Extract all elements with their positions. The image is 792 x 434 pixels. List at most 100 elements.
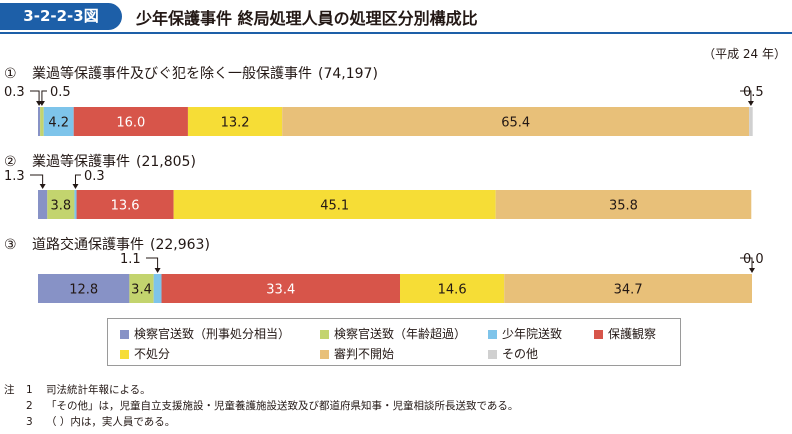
legend-swatch: [488, 330, 497, 339]
footnote-number: 3: [26, 416, 33, 428]
bar-segment: [504, 274, 752, 303]
header-rule: [0, 32, 792, 34]
bar-segment: [399, 274, 505, 303]
figure-title: 少年保護事件 終局処理人員の処理区分別構成比: [136, 9, 478, 28]
data-label: 13.6: [111, 199, 140, 214]
bar-segment: [749, 107, 753, 136]
bar-segment: [76, 190, 174, 219]
legend-swatch: [320, 330, 329, 339]
callout-label: 0.0: [743, 252, 764, 267]
bar-segment: [73, 107, 188, 136]
callout-label: 1.3: [4, 169, 25, 184]
footnote-text: 「その他」は，児童自立支援施設・児童養護施設送致及び都道府県知事・児童相談所長送…: [46, 400, 519, 412]
callout-label: 0.5: [50, 85, 71, 100]
legend-swatch: [320, 350, 329, 359]
bar-segment: [38, 107, 41, 136]
legend-item-reformatory: 少年院送致: [488, 325, 562, 342]
legend-swatch: [120, 330, 129, 339]
callout-leader: [41, 90, 47, 105]
callout-arrow: [38, 101, 45, 106]
series-number-3: ③: [4, 237, 17, 253]
callout-arrow: [747, 101, 754, 106]
legend-label: 検察官送致（刑事処分相当）: [134, 327, 291, 341]
callout-leader: [146, 257, 159, 272]
footnote-head: 注: [4, 384, 15, 396]
bar-segment: [173, 190, 496, 219]
callout-leader: [30, 174, 44, 188]
data-label: 14.6: [438, 283, 467, 298]
callout-label: 0.5: [743, 85, 764, 100]
data-label: 3.4: [131, 283, 152, 298]
series-number-1: ①: [4, 66, 17, 82]
legend-item-prosecution-criminal: 検察官送致（刑事処分相当）: [120, 325, 290, 342]
series-name-1: 業過等保護事件及びぐ犯を除く一般保護事件: [32, 66, 312, 82]
bar-segment: [282, 107, 750, 136]
legend-label: その他: [502, 347, 539, 361]
year-unit-label: （平成 24 年）: [703, 47, 786, 61]
callout-arrow: [749, 268, 755, 273]
bar-segment: [38, 274, 130, 303]
stacked-bar-chart: 4.2 16.0 13.2 65.4 3.8 13.6 45.1 35.8 12.8 3.4 33.…: [4, 85, 764, 303]
callout-leader: [740, 90, 752, 105]
callout-arrow: [39, 184, 46, 189]
series-total-1: (74,197): [318, 66, 378, 82]
data-label: 16.0: [116, 116, 145, 131]
legend-label: 不処分: [134, 347, 171, 361]
data-label: 34.7: [614, 283, 643, 298]
footnotes: 注 1 司法統計年報による。 2 「その他」は，児童自立支援施設・児童養護施設送致及び…: [4, 382, 518, 430]
bar-segment: [74, 190, 77, 219]
data-label: 35.8: [609, 199, 638, 214]
chart-legend: 検察官送致（刑事処分相当） 検察官送致（年齢超過） 少年院送致 保護観察 不処分…: [107, 318, 681, 366]
figure-number-badge: 3-2-2-3図: [0, 3, 122, 30]
callout-leader: [74, 174, 81, 188]
bar-segment: [40, 107, 44, 136]
legend-item-no-hearing: 審判不開始: [320, 345, 394, 362]
legend-label: 検察官送致（年齢超過）: [334, 327, 467, 341]
legend-swatch: [488, 350, 497, 359]
data-label: 45.1: [320, 199, 349, 214]
series-total-3: (22,963): [150, 237, 210, 253]
legend-swatch: [120, 350, 129, 359]
bar-segment: [47, 190, 75, 219]
legend-label: 少年院送致: [502, 327, 563, 341]
legend-swatch: [594, 330, 603, 339]
footnote-number: 2: [26, 400, 33, 412]
series-name-3: 道路交通保護事件: [32, 237, 144, 253]
figure-header: 3-2-2-3図 少年保護事件 終局処理人員の処理区分別構成比: [0, 0, 792, 34]
callout-label: 1.1: [120, 252, 141, 267]
legend-label: 審判不開始: [334, 347, 395, 361]
footnote-text: 司法統計年報による。: [46, 384, 151, 396]
footnote-3: 3 （ ）内は，実人員である。: [4, 414, 518, 430]
footnote-number: 1: [26, 384, 33, 396]
bar-segment: [153, 274, 162, 303]
data-label: 3.8: [51, 199, 72, 214]
data-label: 4.2: [48, 116, 69, 131]
bar-segment: [495, 190, 752, 219]
callout-leader: [30, 90, 40, 105]
series-title-3: ③ 道路交通保護事件 (22,963): [4, 234, 210, 254]
legend-item-no-disposition: 不処分: [120, 345, 170, 362]
callout-leader: [740, 257, 753, 272]
legend-label: 保護観察: [608, 327, 657, 341]
footnote-1: 注 1 司法統計年報による。: [4, 382, 518, 398]
legend-item-prosecution-age: 検察官送致（年齢超過）: [320, 325, 466, 342]
callout-arrow: [72, 184, 79, 189]
data-label: 65.4: [501, 116, 530, 131]
callout-label: 0.3: [84, 169, 105, 184]
data-label: 33.4: [266, 283, 295, 298]
bar-segment: [129, 274, 154, 303]
callout-label: 0.3: [4, 85, 25, 100]
legend-item-other: その他: [488, 345, 538, 362]
data-label: 12.8: [69, 283, 98, 298]
data-label: 13.2: [221, 116, 250, 131]
callout-arrow: [154, 268, 161, 273]
series-number-2: ②: [4, 154, 17, 170]
bar-segment: [43, 107, 74, 136]
bar-segment: [38, 190, 48, 219]
series-title-2: ② 業過等保護事件 (21,805): [4, 151, 196, 171]
series-title-1: ① 業過等保護事件及びぐ犯を除く一般保護事件 (74,197): [4, 63, 378, 83]
series-name-2: 業過等保護事件: [32, 154, 130, 170]
bar-segment: [161, 274, 400, 303]
series-total-2: (21,805): [136, 154, 196, 170]
footnote-2: 2 「その他」は，児童自立支援施設・児童養護施設送致及び都道府県知事・児童相談所長…: [4, 398, 518, 414]
